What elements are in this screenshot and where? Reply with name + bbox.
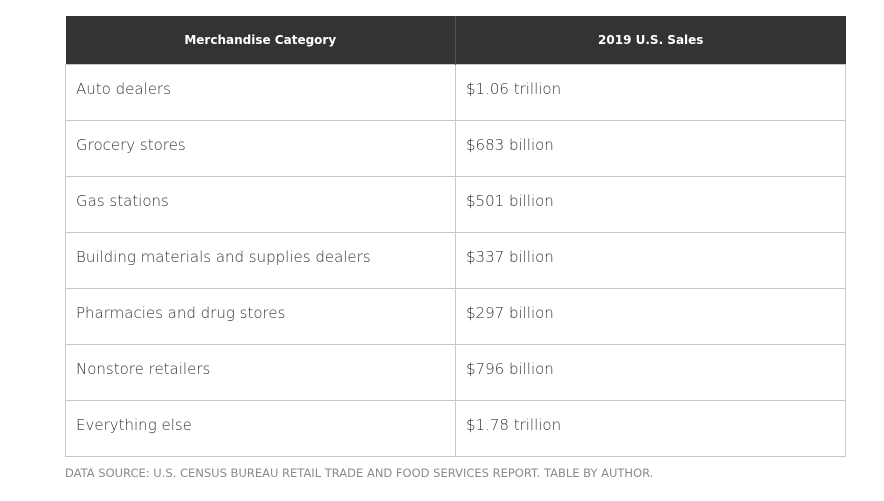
table-cell: $297 billion	[455, 288, 846, 345]
table-row: Nonstore retailers $796 billion	[65, 344, 846, 401]
table-cell: $501 billion	[455, 176, 846, 233]
table-cell: $683 billion	[455, 120, 846, 177]
source-note: DATA SOURCE: U.S. CENSUS BUREAU RETAIL T…	[65, 466, 654, 480]
table-header: Merchandise Category 2019 U.S. Sales	[65, 16, 846, 65]
table-cell: Grocery stores	[65, 120, 456, 177]
table-cell: Auto dealers	[65, 64, 456, 121]
table-cell: $1.78 trillion	[455, 400, 846, 457]
table-body: Auto dealers $1.06 trillion Grocery stores…	[65, 64, 846, 457]
table-cell: $337 billion	[455, 232, 846, 289]
table-row: Building materials and supplies dealers $…	[65, 232, 846, 289]
table-row: Auto dealers $1.06 trillion	[65, 64, 846, 121]
header-cell: 2019 U.S. Sales	[455, 16, 846, 65]
table-cell: Pharmacies and drug stores	[65, 288, 456, 345]
header-row: Merchandise Category 2019 U.S. Sales	[65, 16, 846, 65]
table-cell: $1.06 trillion	[455, 64, 846, 121]
table-cell: Gas stations	[65, 176, 456, 233]
table-cell: $796 billion	[455, 344, 846, 401]
table-row: Gas stations $501 billion	[65, 176, 846, 233]
table-row: Pharmacies and drug stores $297 billion	[65, 288, 846, 345]
table-row: Grocery stores $683 billion	[65, 120, 846, 177]
sales-table: Merchandise Category 2019 U.S. Sales Auto…	[65, 16, 846, 457]
table-cell: Nonstore retailers	[65, 344, 456, 401]
table-cell: Building materials and supplies dealers	[65, 232, 456, 289]
table-row: Everything else $1.78 trillion	[65, 400, 846, 457]
table-cell: Everything else	[65, 400, 456, 457]
header-cell: Merchandise Category	[65, 16, 456, 65]
